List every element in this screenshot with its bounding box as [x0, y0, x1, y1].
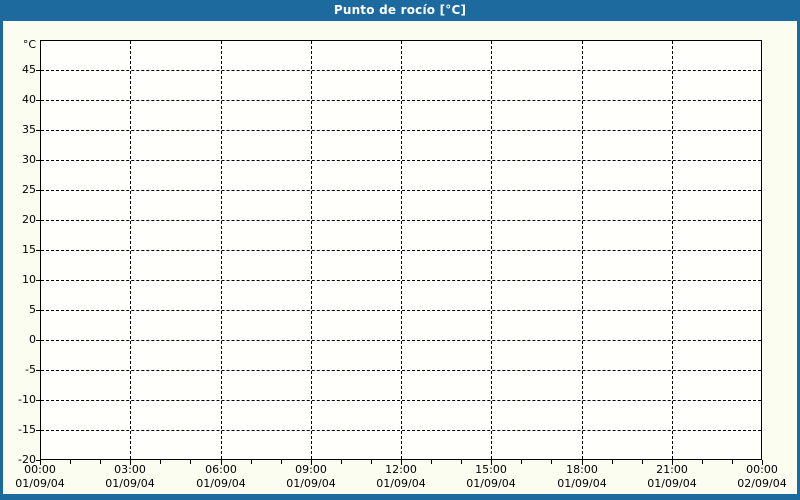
y-tick-label: 25 [22, 183, 36, 196]
x-axis-tick [311, 460, 312, 465]
x-axis-tick [702, 460, 703, 464]
y-tick-label: -10 [18, 393, 36, 406]
x-axis-tick [491, 460, 492, 465]
x-axis-tick [551, 460, 552, 464]
y-axis-tick [36, 250, 40, 251]
y-axis-tick [36, 400, 40, 401]
x-axis-tick [160, 460, 161, 464]
x-axis-tick [371, 460, 372, 464]
y-axis-tick [36, 430, 40, 431]
x-axis-tick [672, 460, 673, 465]
x-axis-tick [70, 460, 71, 464]
y-tick-label: 0 [29, 333, 36, 346]
y-tick-label: 30 [22, 153, 36, 166]
chart-content: °C 45 40 35 30 25 20 15 10 5 0 -5 -10 -15 -20 00:00 01/… [3, 21, 797, 494]
x-tick-date-label: 02/09/04 [737, 477, 787, 490]
x-axis-tick [521, 460, 522, 464]
x-axis-tick [642, 460, 643, 464]
y-axis-tick [36, 160, 40, 161]
x-tick-time-label: 06:00 [205, 463, 237, 476]
y-axis-tick [36, 460, 40, 461]
y-tick-label: -15 [18, 423, 36, 436]
y-tick-label: 15 [22, 243, 36, 256]
x-axis-tick [582, 460, 583, 465]
gridline-vertical [672, 41, 673, 459]
chart-title: Punto de rocío [°C] [333, 3, 467, 17]
y-tick-label: 35 [22, 123, 36, 136]
y-axis-tick [36, 280, 40, 281]
x-tick-time-label: 03:00 [114, 463, 146, 476]
y-axis-tick [36, 70, 40, 71]
x-tick-date-label: 01/09/04 [286, 477, 336, 490]
x-tick-date-label: 01/09/04 [105, 477, 155, 490]
x-tick-time-label: 21:00 [656, 463, 688, 476]
y-axis-tick [36, 190, 40, 191]
x-axis-tick [40, 460, 41, 465]
y-axis-tick [36, 220, 40, 221]
y-axis-tick [36, 310, 40, 311]
x-axis-tick [341, 460, 342, 464]
y-tick-label: 40 [22, 93, 36, 106]
x-axis-tick [100, 460, 101, 464]
y-axis-tick [36, 370, 40, 371]
x-tick-date-label: 01/09/04 [466, 477, 516, 490]
x-axis-tick [401, 460, 402, 465]
gridline-vertical [221, 41, 222, 459]
x-tick-time-label: 12:00 [385, 463, 417, 476]
x-axis-tick [281, 460, 282, 464]
y-tick-label: 5 [29, 303, 36, 316]
x-axis-tick [221, 460, 222, 465]
y-tick-label: 20 [22, 213, 36, 226]
y-tick-label: -5 [25, 363, 36, 376]
y-axis-tick [36, 130, 40, 131]
gridline-vertical [491, 41, 492, 459]
x-tick-date-label: 01/09/04 [15, 477, 65, 490]
y-axis-unit-label: °C [22, 38, 36, 51]
x-axis-tick [251, 460, 252, 464]
x-tick-time-label: 00:00 [24, 463, 56, 476]
window-titlebar: Punto de rocío [°C] [0, 0, 800, 21]
gridline-vertical [582, 41, 583, 459]
x-tick-time-label: 00:00 [746, 463, 778, 476]
y-axis-tick [36, 340, 40, 341]
x-tick-date-label: 01/09/04 [196, 477, 246, 490]
x-tick-date-label: 01/09/04 [557, 477, 607, 490]
gridline-vertical [401, 41, 402, 459]
x-tick-time-label: 18:00 [566, 463, 598, 476]
x-tick-time-label: 09:00 [295, 463, 327, 476]
x-axis-tick [762, 460, 763, 465]
x-tick-time-label: 15:00 [475, 463, 507, 476]
gridline-vertical [130, 41, 131, 459]
y-tick-label: 45 [22, 63, 36, 76]
y-tick-label: 10 [22, 273, 36, 286]
y-axis-tick [36, 100, 40, 101]
x-axis-tick [130, 460, 131, 465]
x-axis-tick [461, 460, 462, 464]
x-axis-tick [431, 460, 432, 464]
x-axis-tick [732, 460, 733, 464]
gridline-vertical [311, 41, 312, 459]
x-tick-date-label: 01/09/04 [647, 477, 697, 490]
x-axis-tick [612, 460, 613, 464]
x-tick-date-label: 01/09/04 [376, 477, 426, 490]
y-tick-label: -20 [18, 453, 36, 466]
x-axis-tick [190, 460, 191, 464]
